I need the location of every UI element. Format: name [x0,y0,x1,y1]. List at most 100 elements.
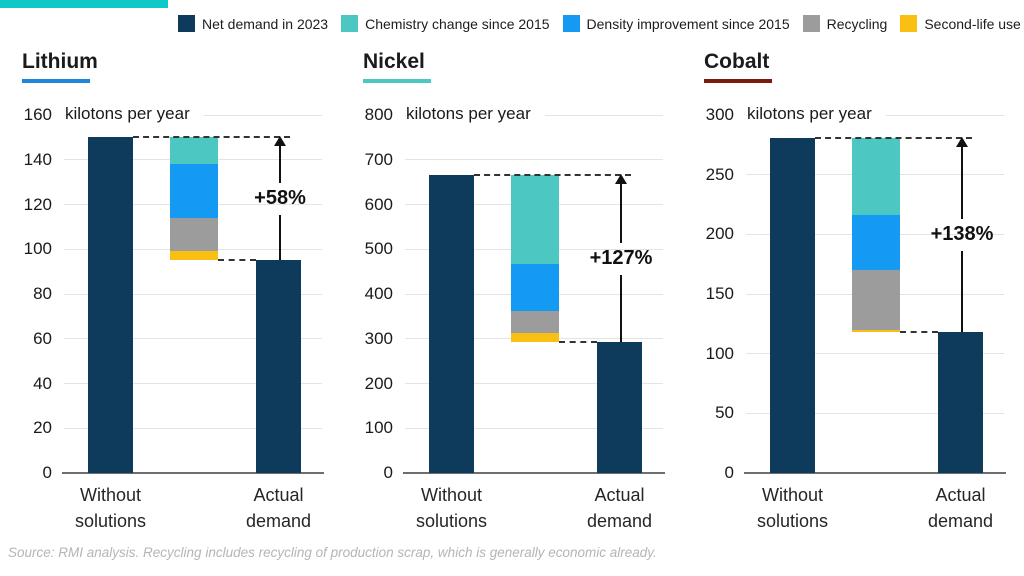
unit-label: kilotons per year [65,104,204,124]
x-category-label: Actual demand [245,485,312,531]
y-tick-label: 80 [33,284,52,303]
gridline [405,159,663,161]
bar-actual-demand [256,260,301,473]
actual-level-dashed-line [218,259,256,262]
legend: Net demand in 2023 Chemistry change sinc… [178,15,1021,32]
gridline [405,383,663,384]
legend-swatch-density [562,15,580,32]
x-category-label: Without solutions [415,485,488,531]
y-tick-label: 0 [724,463,734,482]
y-tick-label: 100 [364,418,393,438]
bar-segment-chemistry [511,175,559,264]
legend-label: Net demand in 2023 [202,15,329,32]
actual-level-dashed-line [559,340,597,343]
panel-lithium: Lithium kilotons per year +58% 0 20 40 60 80 1… [0,0,341,576]
gridline [746,353,1004,355]
bar-actual-demand [938,332,983,473]
gridline [64,293,322,295]
bar-without-solutions [88,137,133,473]
legend-item: Second-life use [900,15,1021,32]
y-tick-label: 300 [705,105,734,124]
bar-segment-second_life [852,329,900,333]
bar-actual-demand [597,341,642,473]
legend-item: Chemistry change since 2015 [341,15,550,32]
x-category-label: Actual demand [927,485,994,531]
top-accent-bar [0,0,168,8]
without-level-dashed-line [815,136,972,139]
panel-title-underline [704,79,772,83]
y-tick-label: 100 [23,239,52,259]
bar-segment-chemistry [852,137,900,216]
y-tick-label: 200 [364,373,393,393]
gridline [64,383,322,384]
legend-item: Recycling [802,15,888,32]
bar-segment-density [852,215,900,271]
y-tick-label: 20 [33,418,52,438]
y-tick-label: 50 [715,403,734,423]
x-category-label: Without solutions [74,485,147,531]
x-axis-line [403,472,665,474]
without-level-dashed-line [133,136,290,139]
y-tick-label: 0 [42,463,52,482]
bar-segment-chemistry [170,137,218,165]
y-tick-label: 140 [23,149,52,169]
bar-segment-recycling [511,310,559,333]
y-tick-label: 0 [383,463,393,482]
unit-label: kilotons per year [406,104,545,124]
legend-swatch-chemistry [341,15,359,32]
increase-arrow-head [956,136,968,147]
bar-segment-density [170,164,218,218]
increase-arrow-shaft-upper [961,145,963,219]
gridline [64,427,322,429]
panel-title-underline [363,79,431,83]
legend-swatch-second-life [900,15,918,32]
legend-label: Chemistry change since 2015 [365,15,550,32]
panel-title: Lithium [22,50,98,73]
increase-arrow-head [274,136,286,147]
source-note: Source: RMI analysis. Recycling includes… [8,545,657,560]
increase-arrow-shaft-lower [961,250,963,333]
increase-arrow-shaft-upper [279,145,281,183]
increase-arrow-shaft-lower [279,214,281,261]
legend-item: Density improvement since 2015 [562,15,790,32]
y-tick-label: 160 [23,105,52,124]
legend-swatch-recycling [802,15,820,32]
panel-cobalt: Cobalt kilotons per year +138% 0 50 100 150 2… [682,0,1023,576]
x-axis-line [62,472,324,474]
gridline [405,427,663,429]
plot-area: kilotons per year +127% [403,104,665,474]
y-tick-label: 40 [33,373,52,393]
legend-label: Second-life use [924,15,1021,32]
bar-segment-second_life [511,332,559,342]
y-tick-label: 800 [364,105,393,124]
y-tick-label: 100 [705,343,734,363]
increase-arrow-shaft-lower [620,274,622,342]
without-level-dashed-line [474,174,631,177]
bar-without-solutions [770,137,815,473]
panel-title: Nickel [363,50,425,73]
bar-without-solutions [429,175,474,473]
panel-title-underline [22,79,90,83]
bar-segment-recycling [852,270,900,330]
increase-arrow-head [615,174,627,185]
legend-label: Recycling [826,15,888,32]
x-category-label: Without solutions [756,485,829,531]
y-tick-label: 200 [705,224,734,244]
unit-label: kilotons per year [747,104,886,124]
y-tick-label: 60 [33,328,52,348]
y-tick-label: 700 [364,149,393,169]
legend-swatch-net-demand [178,15,195,32]
bar-segment-recycling [170,217,218,252]
panel-nickel: Nickel kilotons per year +127% 0 100 200 300… [341,0,682,576]
increase-arrow-shaft-upper [620,183,622,243]
panel-title: Cobalt [704,50,770,73]
y-tick-label: 120 [23,194,52,214]
plot-area: kilotons per year +138% [744,104,1006,474]
legend-label: Density improvement since 2015 [586,15,790,32]
x-axis-line [744,472,1006,474]
y-tick-label: 250 [705,164,734,184]
increase-label: +58% [254,186,306,209]
gridline [64,338,322,340]
bar-segment-second_life [170,251,218,261]
x-category-label: Actual demand [586,485,653,531]
